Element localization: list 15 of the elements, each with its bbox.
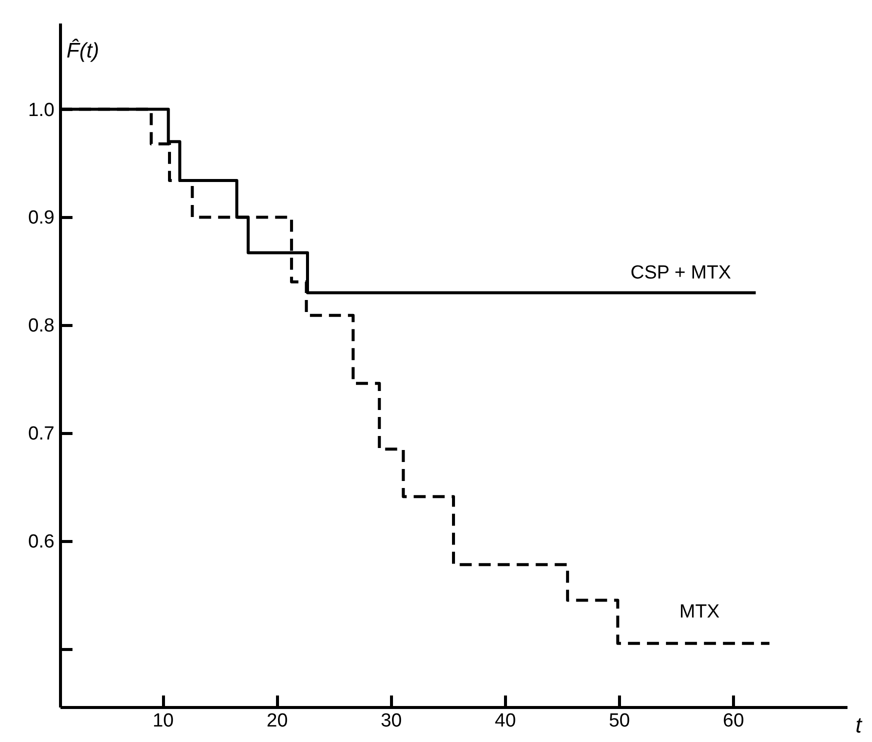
x-axis-title: t [856, 712, 862, 738]
y-tick-label: 0.8 [28, 316, 54, 337]
x-tick-label: 20 [266, 710, 288, 732]
x-tick-label: 40 [494, 710, 516, 732]
y-tick-label: 0.7 [28, 423, 54, 444]
y-tick-label: 0.9 [28, 208, 54, 229]
series-label: CSP + MTX [630, 262, 732, 284]
x-tick-label: 60 [722, 710, 744, 732]
series-label: MTX [679, 601, 720, 622]
x-tick-label: 10 [152, 710, 174, 732]
y-tick-label: 1.0 [28, 100, 54, 121]
x-tick-label: 30 [380, 710, 402, 732]
y-tick-label: 0.6 [28, 531, 54, 552]
y-axis-title: F̂(t) [66, 38, 100, 62]
x-tick-label: 50 [608, 710, 630, 732]
